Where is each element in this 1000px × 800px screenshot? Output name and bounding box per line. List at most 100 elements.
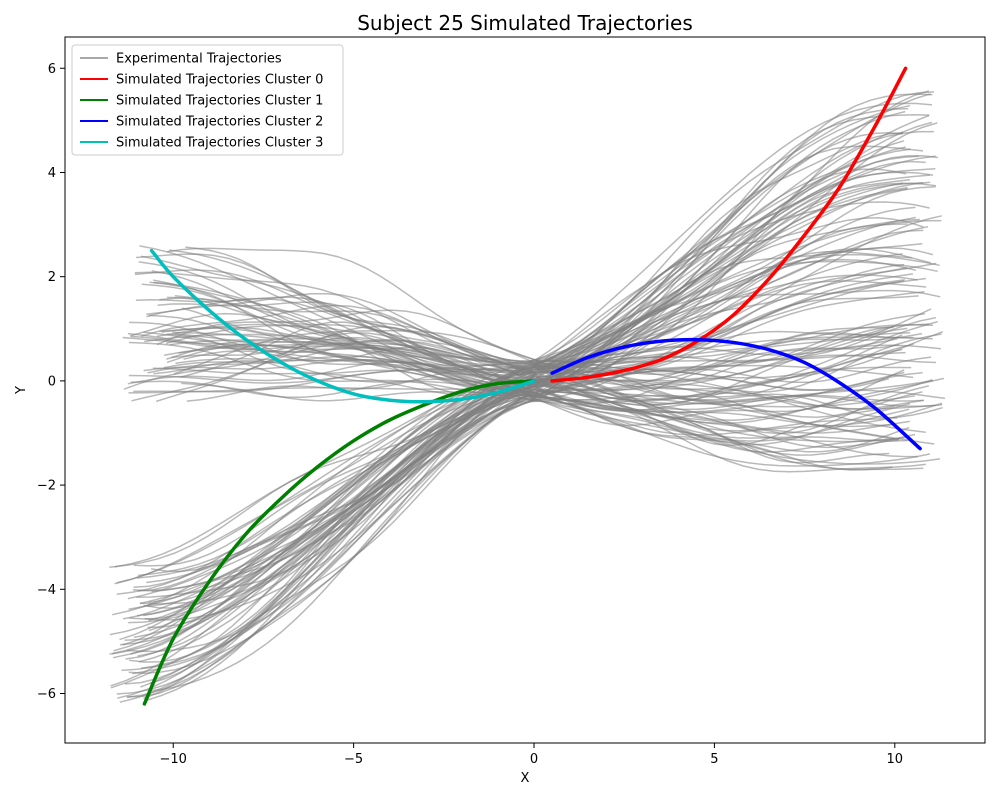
experimental-trajectory [533,102,933,362]
experimental-trajectory [134,271,538,375]
chart-title: Subject 25 Simulated Trajectories [357,11,693,35]
x-tick-label: −5 [344,752,363,767]
y-tick-label: −6 [37,687,56,702]
experimental-trajectory [125,384,540,660]
experimental-trajectory [151,270,537,386]
y-tick-label: −2 [37,479,56,494]
experimental-trajectory [535,331,914,381]
experimental-trajectory [539,399,900,453]
experimental-trajectory [537,131,904,386]
legend-label: Simulated Trajectories Cluster 1 [116,94,323,109]
simulated-cluster-2-line [550,337,922,451]
experimental-trajectory [538,323,929,369]
experimental-trajectory [140,255,530,367]
y-tick-label: 6 [48,62,56,77]
experimental-trajectory [181,382,530,402]
experimental-trajectory [537,182,904,362]
experimental-trajectory [112,385,533,659]
experimental-trajectory [533,364,914,382]
plot-content [109,66,946,706]
y-tick-label: −4 [37,583,56,598]
y-tick-label: 2 [48,270,56,285]
legend-label: Experimental Trajectories [116,52,282,67]
experimental-trajectory [126,376,539,699]
experimental-trajectory [535,389,918,458]
experimental-trajectory [531,381,895,447]
experimental-trajectory [169,249,539,394]
experimental-trajectory [143,398,540,617]
experimental-trajectory [535,262,937,385]
experimental-trajectory [535,359,926,433]
experimental-trajectory [534,121,933,388]
experimental-trajectory [529,354,937,394]
experimental-trajectory [149,390,531,685]
experimental-trajectory [535,327,908,393]
plot-frame [64,36,986,744]
experimental-trajectory [127,332,540,367]
experimental-trajectory [531,375,940,465]
y-axis-label: Y [14,386,29,395]
experimental-trajectory [128,398,535,624]
experimental-trajectory [530,217,924,364]
legend-label: Simulated Trajectories Cluster 0 [116,73,323,88]
experimental-trajectory [534,182,924,365]
x-axis-label: X [521,771,530,786]
experimental-trajectory [136,378,534,579]
experimental-trajectory [174,295,533,387]
y-tick-label: 4 [48,166,56,181]
experimental-trajectory [129,394,533,663]
x-axis-ticks: −10 −5 0 5 10 [160,743,904,767]
experimental-trajectory [530,388,923,418]
experimental-trajectory [139,245,531,390]
experimental-trajectory [123,325,538,390]
y-axis-ticks: −6 −4 −2 0 2 4 6 [37,62,65,702]
experimental-trajectory [185,246,533,363]
experimental-trajectory [530,366,912,379]
experimental-trajectory [529,181,931,370]
y-tick-label: 0 [48,374,56,389]
experimental-trajectory [534,91,935,372]
simulated-cluster-3-line [149,248,536,404]
experimental-trajectory [161,323,540,393]
experimental-trajectory [180,321,536,378]
experimental-trajectory [130,380,538,399]
experimental-trajectory [530,383,910,453]
experimental-trajectory [536,247,931,379]
experimental-trajectory [131,343,533,402]
experimental-trajectory [167,247,536,364]
legend: Experimental Trajectories Simulated Traje… [71,44,344,156]
simulated-trajectories [142,66,922,706]
experimental-trajectory [141,304,531,372]
experimental-trajectory [533,366,898,449]
experimental-trajectory [533,155,919,366]
experimental-trajectory [127,390,535,600]
legend-label: Simulated Trajectories Cluster 2 [116,115,323,130]
x-tick-label: −10 [160,752,187,767]
experimental-trajectory [147,366,530,607]
experimental-trajectory [536,93,931,365]
experimental-trajectory [529,326,894,371]
simulated-cluster-1-line [142,379,536,706]
experimental-trajectory [126,390,533,653]
experimental-trajectory [150,371,539,573]
experimental-trajectory [530,377,926,473]
experimental-trajectory [538,132,903,401]
experimental-trajectory [109,392,536,569]
x-tick-label: 10 [887,752,904,767]
experimental-trajectory [536,295,919,369]
legend-box [71,44,344,156]
experimental-trajectory [127,361,536,386]
experimental-trajectory [124,394,530,641]
x-tick-label: 5 [710,752,718,767]
experimental-trajectory [175,332,538,386]
legend-label: Simulated Trajectories Cluster 3 [116,136,323,151]
experimental-trajectory [130,335,536,371]
experimental-trajectory [531,316,937,405]
experimental-trajectory [537,394,943,436]
experimental-trajectory [534,365,943,432]
simulated-cluster-0-line [550,66,908,383]
experimental-trajectory [535,333,942,393]
experimental-trajectory [146,297,533,371]
experimental-trajectory [529,219,942,362]
